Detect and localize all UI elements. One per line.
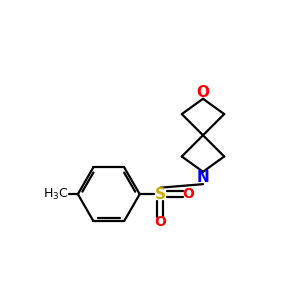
Text: O: O <box>182 187 194 201</box>
Text: O: O <box>196 85 209 100</box>
Text: N: N <box>196 170 209 185</box>
Text: S: S <box>155 187 166 202</box>
Text: O: O <box>154 215 166 229</box>
Text: H$_3$C: H$_3$C <box>43 187 68 202</box>
